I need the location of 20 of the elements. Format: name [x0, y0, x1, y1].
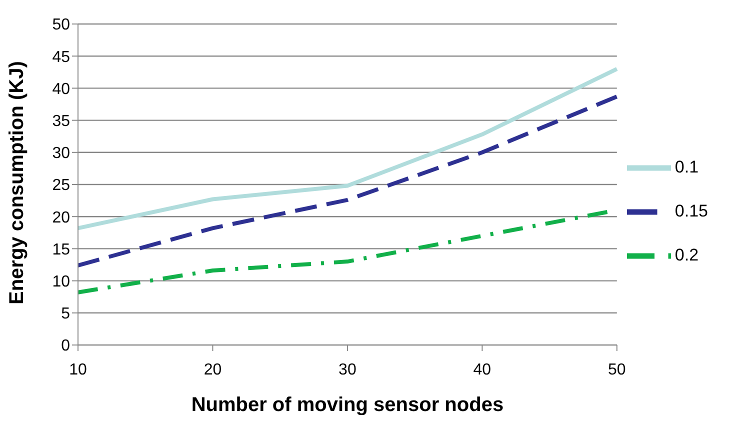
x-tick-label: 20 — [204, 361, 222, 378]
y-tick-label: 45 — [52, 48, 70, 66]
y-tick-label: 30 — [52, 145, 70, 162]
x-tick-label: 40 — [473, 361, 492, 378]
legend-label: 0.1 — [674, 156, 699, 176]
x-tick-label: 50 — [608, 361, 626, 378]
y-tick-label: 40 — [52, 80, 70, 98]
y-tick-label: 0 — [61, 338, 70, 355]
x-tick-label: 30 — [338, 361, 356, 378]
legend-label: 0.15 — [674, 200, 708, 220]
x-axis-title: Number of moving sensor nodes — [191, 394, 504, 416]
legend-label: 0.2 — [674, 244, 699, 264]
y-tick-label: 10 — [52, 273, 70, 290]
y-tick-label: 25 — [52, 177, 70, 194]
y-tick-label: 20 — [52, 209, 70, 226]
y-tick-label: 50 — [52, 16, 70, 34]
y-tick-label: 5 — [61, 306, 70, 323]
y-tick-label: 15 — [52, 241, 70, 258]
y-axis-title: Energy consumption (KJ) — [6, 61, 28, 304]
y-tick-label: 35 — [52, 112, 70, 130]
